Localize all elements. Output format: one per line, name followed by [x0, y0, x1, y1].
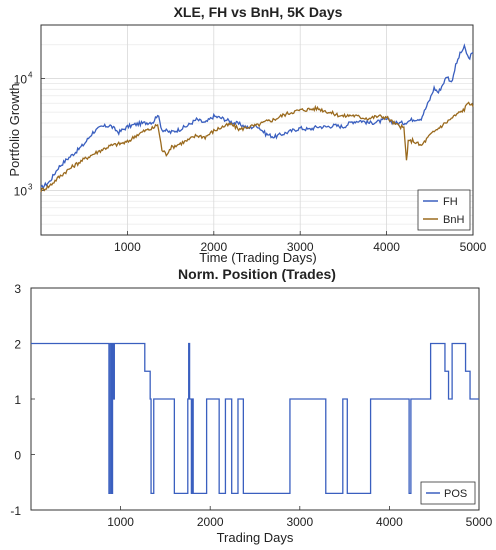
ticks-position: 1000 2000 3000 4000 5000 3 2 1 0 -1 [10, 282, 492, 529]
legend-label-bnh: BnH [443, 214, 464, 226]
y-tick-label-position: 1 [14, 393, 21, 407]
x-tick-label-position: 4000 [376, 515, 403, 529]
x-tick-label-position: 1000 [107, 515, 134, 529]
x-axis-label-growth: Time (Trading Days) [199, 250, 317, 265]
y-tick-label-position: 0 [14, 449, 21, 463]
x-axis-label-position: Trading Days [217, 530, 294, 545]
series-line-bnh [40, 101, 474, 193]
x-tick-label-position: 2000 [197, 515, 224, 529]
chart-title-growth: XLE, FH vs BnH, 5K Days [174, 4, 343, 20]
y-tick-label-position: 3 [14, 282, 21, 296]
chart-title-position: Norm. Position (Trades) [178, 266, 336, 282]
x-tick-label-growth: 1000 [114, 240, 141, 254]
x-tick-label-growth: 5000 [460, 240, 487, 254]
series-growth [40, 43, 474, 193]
y-tick-label-position: -1 [10, 504, 21, 518]
legend-position: POS [420, 481, 476, 505]
portfolio-growth-chart: XLE, FH vs BnH, 5K Days 1000 2000 3000 4000… [7, 4, 487, 265]
position-chart: Norm. Position (Trades) 1000 2000 3000 4000… [10, 266, 492, 545]
plot-frame-growth [40, 24, 474, 236]
y-tick-exponent-growth: 4 [28, 70, 33, 79]
series-line-fh [40, 43, 474, 190]
x-tick-label-growth: 4000 [373, 240, 400, 254]
legend-box-growth [417, 189, 471, 231]
y-tick-label-growth: 10 [14, 184, 28, 198]
y-tick-exponent-growth: 3 [28, 182, 33, 191]
y-tick-label-position: 2 [14, 338, 21, 352]
legend-label-pos: POS [444, 488, 467, 500]
legend-label-fh: FH [443, 196, 458, 208]
x-tick-label-position: 5000 [466, 515, 493, 529]
x-tick-label-growth: 2000 [200, 240, 227, 254]
legend-box-position [420, 481, 476, 505]
y-axis-label-growth: Portfolio Growth [7, 83, 22, 176]
y-tick-label-growth: 10 [14, 72, 28, 86]
legend-growth: FH BnH [417, 189, 471, 231]
x-tick-label-position: 3000 [286, 515, 313, 529]
x-tick-label-growth: 3000 [287, 240, 314, 254]
series-position [31, 342, 479, 494]
grid-growth [41, 24, 474, 236]
series-line-pos [31, 342, 479, 494]
